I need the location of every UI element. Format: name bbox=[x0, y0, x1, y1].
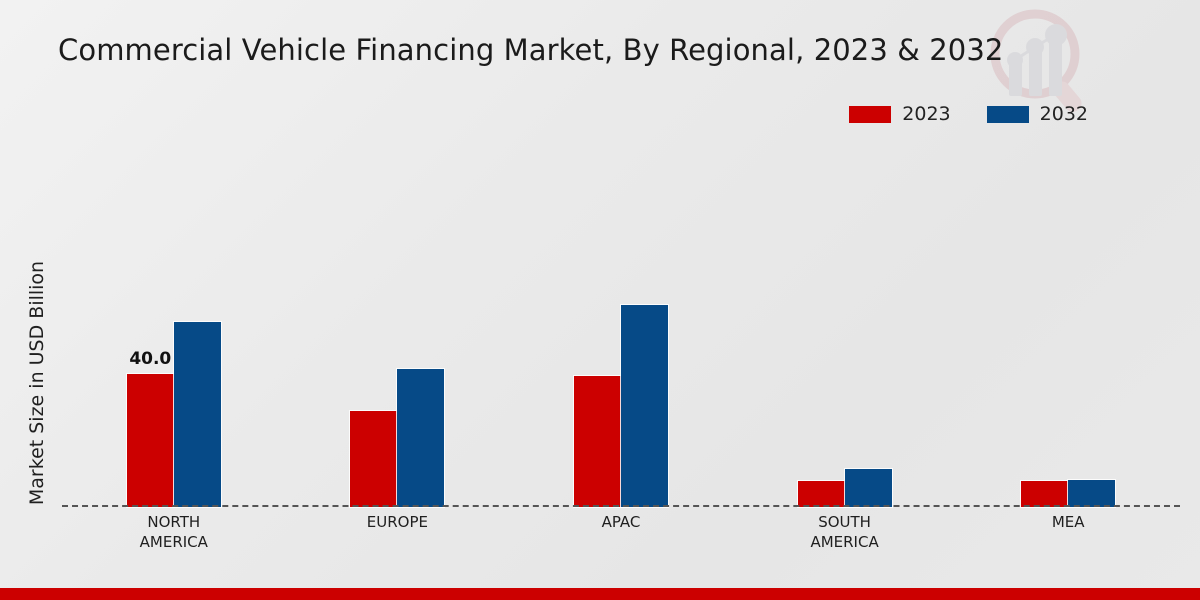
category-label-north-america: NORTH AMERICA bbox=[62, 512, 286, 553]
bar-2032[interactable] bbox=[1068, 480, 1116, 507]
bar-group: 40.0 bbox=[62, 130, 286, 507]
bar-2023[interactable] bbox=[1021, 481, 1069, 507]
category-label-line: AMERICA bbox=[810, 533, 879, 552]
bar-pair bbox=[509, 130, 733, 507]
legend-label-2023: 2023 bbox=[902, 103, 951, 125]
bar-2023[interactable]: 40.0 bbox=[126, 349, 174, 507]
chart-legend: 2023 2032 bbox=[849, 103, 1088, 125]
legend-item-2023[interactable]: 2023 bbox=[849, 103, 951, 125]
category-label-line: EUROPE bbox=[366, 513, 428, 531]
category-label-line: NORTH bbox=[147, 513, 201, 531]
bar-group bbox=[956, 130, 1180, 507]
bar-group bbox=[286, 130, 510, 507]
bar-pair bbox=[733, 130, 957, 507]
x-axis-category-labels: NORTH AMERICA EUROPE APAC SOUTH AMERICA MEA bbox=[62, 512, 1180, 553]
category-label-line: AMERICA bbox=[139, 533, 208, 552]
bar-group bbox=[733, 130, 957, 507]
category-label-line: APAC bbox=[601, 513, 641, 531]
bar-pair: 40.0 bbox=[62, 130, 286, 507]
legend-swatch-2032 bbox=[986, 105, 1029, 123]
bar-2032[interactable] bbox=[620, 304, 668, 507]
bar-2032[interactable] bbox=[844, 469, 892, 507]
legend-label-2032: 2032 bbox=[1039, 103, 1088, 125]
category-label-europe: EUROPE bbox=[286, 512, 510, 553]
bar-pair bbox=[956, 130, 1180, 507]
bar-value-label: 40.0 bbox=[129, 349, 172, 370]
bar-2023[interactable] bbox=[573, 376, 621, 507]
bar-group bbox=[509, 130, 733, 507]
category-label-line: SOUTH bbox=[818, 513, 871, 531]
category-label-apac: APAC bbox=[509, 512, 733, 553]
plot-area: 40.0 bbox=[62, 130, 1180, 507]
legend-item-2032[interactable]: 2032 bbox=[986, 103, 1088, 125]
category-label-south-america: SOUTH AMERICA bbox=[733, 512, 957, 553]
bar-2023[interactable] bbox=[797, 481, 845, 507]
bottom-accent-bar bbox=[0, 588, 1200, 600]
bar-2032[interactable] bbox=[397, 369, 445, 507]
bar-groups: 40.0 bbox=[62, 130, 1180, 507]
category-label-mea: MEA bbox=[956, 512, 1180, 553]
x-axis-baseline bbox=[62, 505, 1180, 507]
chart-title: Commercial Vehicle Financing Market, By … bbox=[58, 33, 1004, 67]
y-axis-title: Market Size in USD Billion bbox=[26, 260, 48, 506]
bar-pair bbox=[286, 130, 510, 507]
legend-swatch-2023 bbox=[849, 105, 892, 123]
category-label-line: MEA bbox=[1051, 513, 1085, 531]
bar-2023[interactable] bbox=[350, 410, 398, 507]
bar-2032[interactable] bbox=[173, 322, 221, 507]
